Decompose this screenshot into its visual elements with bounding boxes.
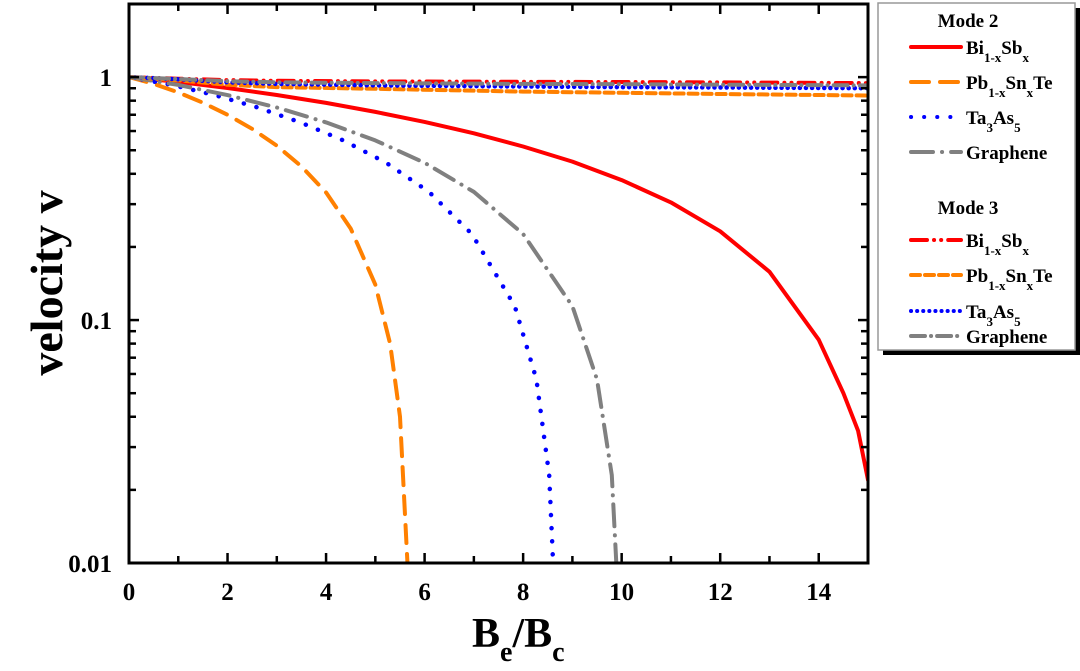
x-title-slash-b: /B — [511, 611, 552, 657]
y-axis-title: velocity v — [21, 190, 72, 375]
x-tick-label: 0 — [123, 579, 136, 606]
series-line-mode2-2 — [129, 74, 556, 563]
x-tick-label: 12 — [708, 579, 733, 606]
legend-group-title: Mode 3 — [938, 198, 999, 219]
series-line-mode2-1 — [129, 75, 410, 563]
x-tick-label: 8 — [517, 579, 530, 606]
x-tick-label: 2 — [221, 579, 234, 606]
x-axis-title: Be/Bc — [472, 611, 565, 668]
axis-ticks — [127, 2, 870, 565]
legend-label: Graphene — [966, 327, 1047, 348]
legend-label: Bi1-xSbx — [966, 38, 1029, 65]
y-tick-label: 0.1 — [81, 308, 112, 335]
legend: Mode 2Bi1-xSbxPb1-xSnxTeTa3As5GrapheneMo… — [877, 2, 1080, 355]
x-tick-label: 4 — [320, 579, 333, 606]
plot-frame — [127, 2, 870, 565]
series-line-mode2-0 — [129, 75, 868, 482]
x-tick-label: 10 — [609, 579, 634, 606]
x-title-sub-e: e — [500, 637, 512, 668]
legend-group-title: Mode 2 — [938, 11, 999, 32]
x-title-sub-c: c — [552, 637, 564, 668]
x-tick-label: 6 — [418, 579, 431, 606]
series-line-mode3-7 — [129, 75, 868, 88]
tick-labels: 0 2 4 6 8 10 12 14 0.01 0.1 1 — [68, 65, 831, 606]
legend-box — [877, 2, 1076, 351]
legend-label: Graphene — [966, 143, 1047, 164]
y-tick-label: 0.01 — [68, 551, 112, 578]
y-tick-label: 1 — [100, 65, 113, 92]
legend-label: Bi1-xSbx — [966, 231, 1029, 258]
legend-label: Pb1-xSnxTe — [966, 266, 1053, 293]
legend-label: Ta3As5 — [966, 302, 1021, 329]
series-line-mode2-3 — [129, 75, 619, 563]
legend-label: Pb1-xSnxTe — [966, 73, 1053, 100]
x-tick-label: 14 — [806, 579, 832, 606]
x-title-b: B — [472, 611, 500, 657]
legend-label: Ta3As5 — [966, 108, 1021, 135]
curves — [129, 74, 868, 563]
